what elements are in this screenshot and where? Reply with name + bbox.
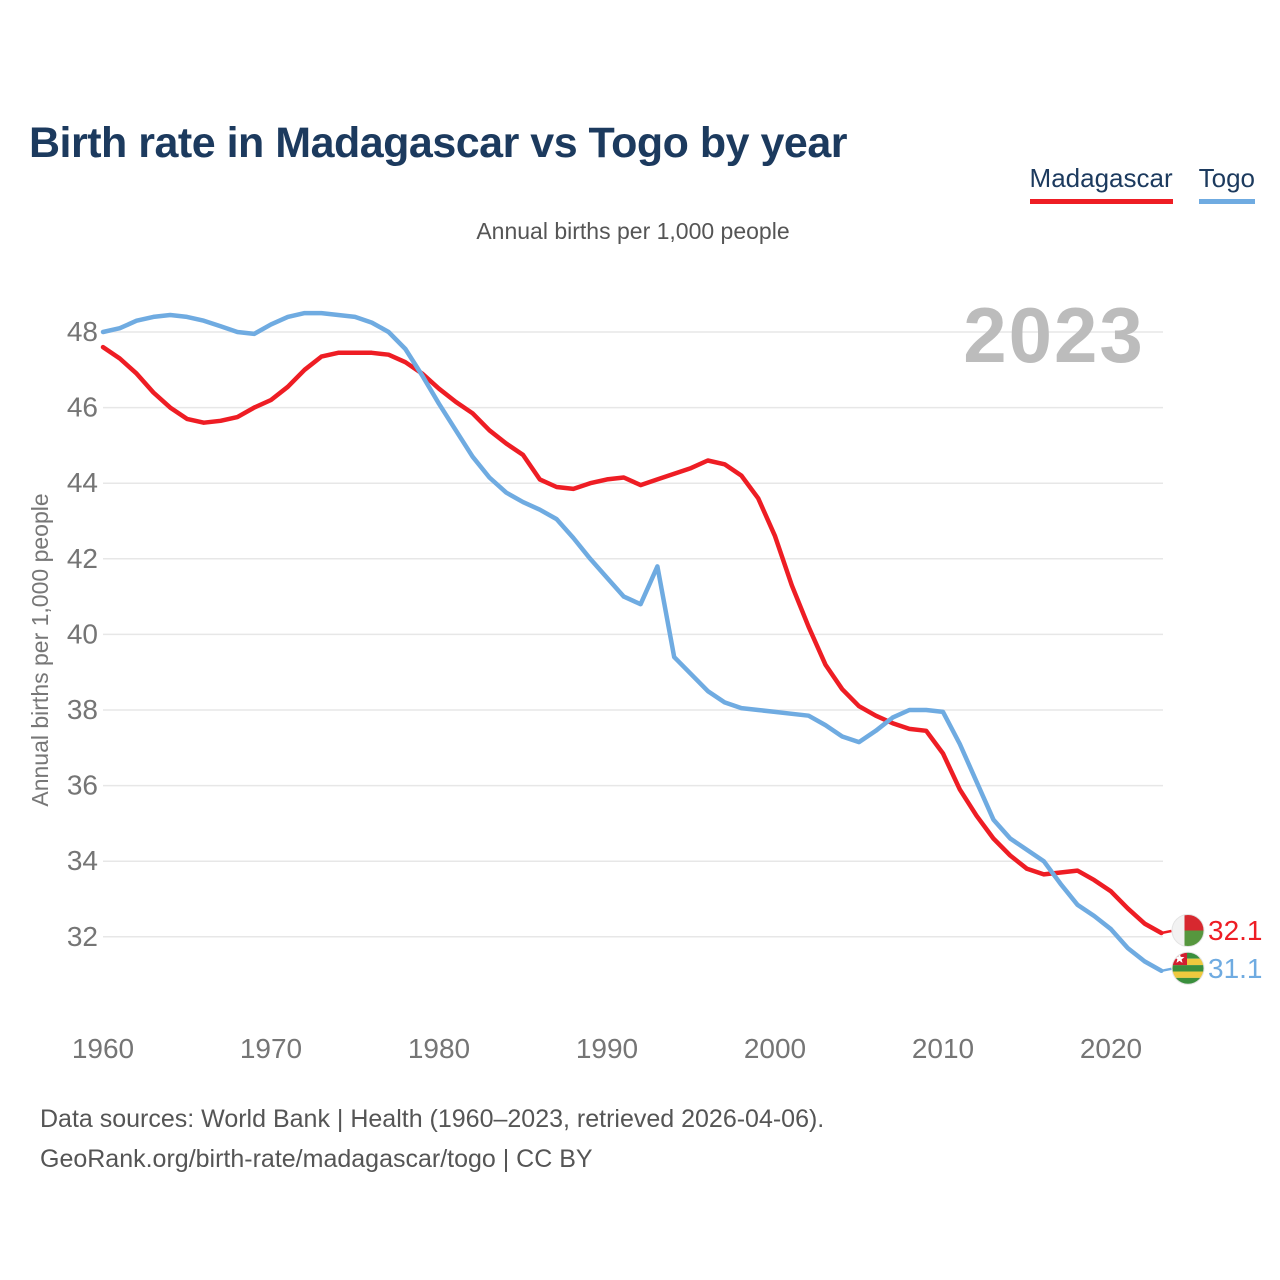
watermark-year: 2023 <box>963 291 1145 379</box>
y-tick-48: 48 <box>67 316 98 347</box>
footer: Data sources: World Bank | Health (1960–… <box>40 1100 824 1179</box>
madagascar-end-connector <box>1161 929 1172 935</box>
legend: Madagascar Togo <box>1029 163 1255 204</box>
end-connectors <box>1161 929 1172 973</box>
footer-url-line: GeoRank.org/birth-rate/madagascar/togo |… <box>40 1144 593 1173</box>
end-value-labels: 32.1 31.1 <box>1208 915 1263 984</box>
togo-line <box>100 310 1164 974</box>
x-tick-1980: 1980 <box>408 1033 470 1064</box>
madagascar-end-value: 32.1 <box>1208 915 1263 946</box>
y-tick-38: 38 <box>67 694 98 725</box>
footer-source-line: Data sources: World Bank | Health (1960–… <box>40 1105 825 1133</box>
page-title: Birth rate in Madagascar vs Togo by year <box>29 118 847 167</box>
x-tick-2020: 2020 <box>1080 1033 1142 1064</box>
x-tick-2010: 2010 <box>912 1033 974 1064</box>
madagascar-line <box>100 344 1164 936</box>
togo-end-value: 31.1 <box>1208 953 1263 984</box>
legend-item-togo[interactable]: Togo <box>1198 163 1255 204</box>
chart-subtitle: Annual births per 1,000 people <box>476 218 790 244</box>
x-tick-1970: 1970 <box>240 1033 302 1064</box>
x-tick-1960: 1960 <box>72 1033 134 1064</box>
y-tick-36: 36 <box>67 770 98 801</box>
togo-flag-icon <box>1171 951 1205 985</box>
y-axis-title: Annual births per 1,000 people <box>27 493 53 806</box>
y-tick-44: 44 <box>67 467 98 498</box>
y-tick-34: 34 <box>67 845 98 876</box>
y-axis-tick-labels: 32 34 36 38 40 42 44 46 48 <box>67 316 98 952</box>
series-lines <box>100 310 1164 974</box>
x-tick-2000: 2000 <box>744 1033 806 1064</box>
y-tick-42: 42 <box>67 543 98 574</box>
gridlines <box>103 331 1163 938</box>
x-axis-tick-labels: 1960 1970 1980 1990 2000 2010 2020 <box>72 1033 1142 1064</box>
y-tick-40: 40 <box>67 618 98 649</box>
y-tick-32: 32 <box>67 921 98 952</box>
madagascar-flag-icon <box>1171 914 1205 947</box>
x-tick-1990: 1990 <box>576 1033 638 1064</box>
togo-end-connector <box>1161 967 1172 973</box>
legend-item-madagascar[interactable]: Madagascar <box>1029 163 1173 204</box>
y-tick-46: 46 <box>67 392 98 423</box>
